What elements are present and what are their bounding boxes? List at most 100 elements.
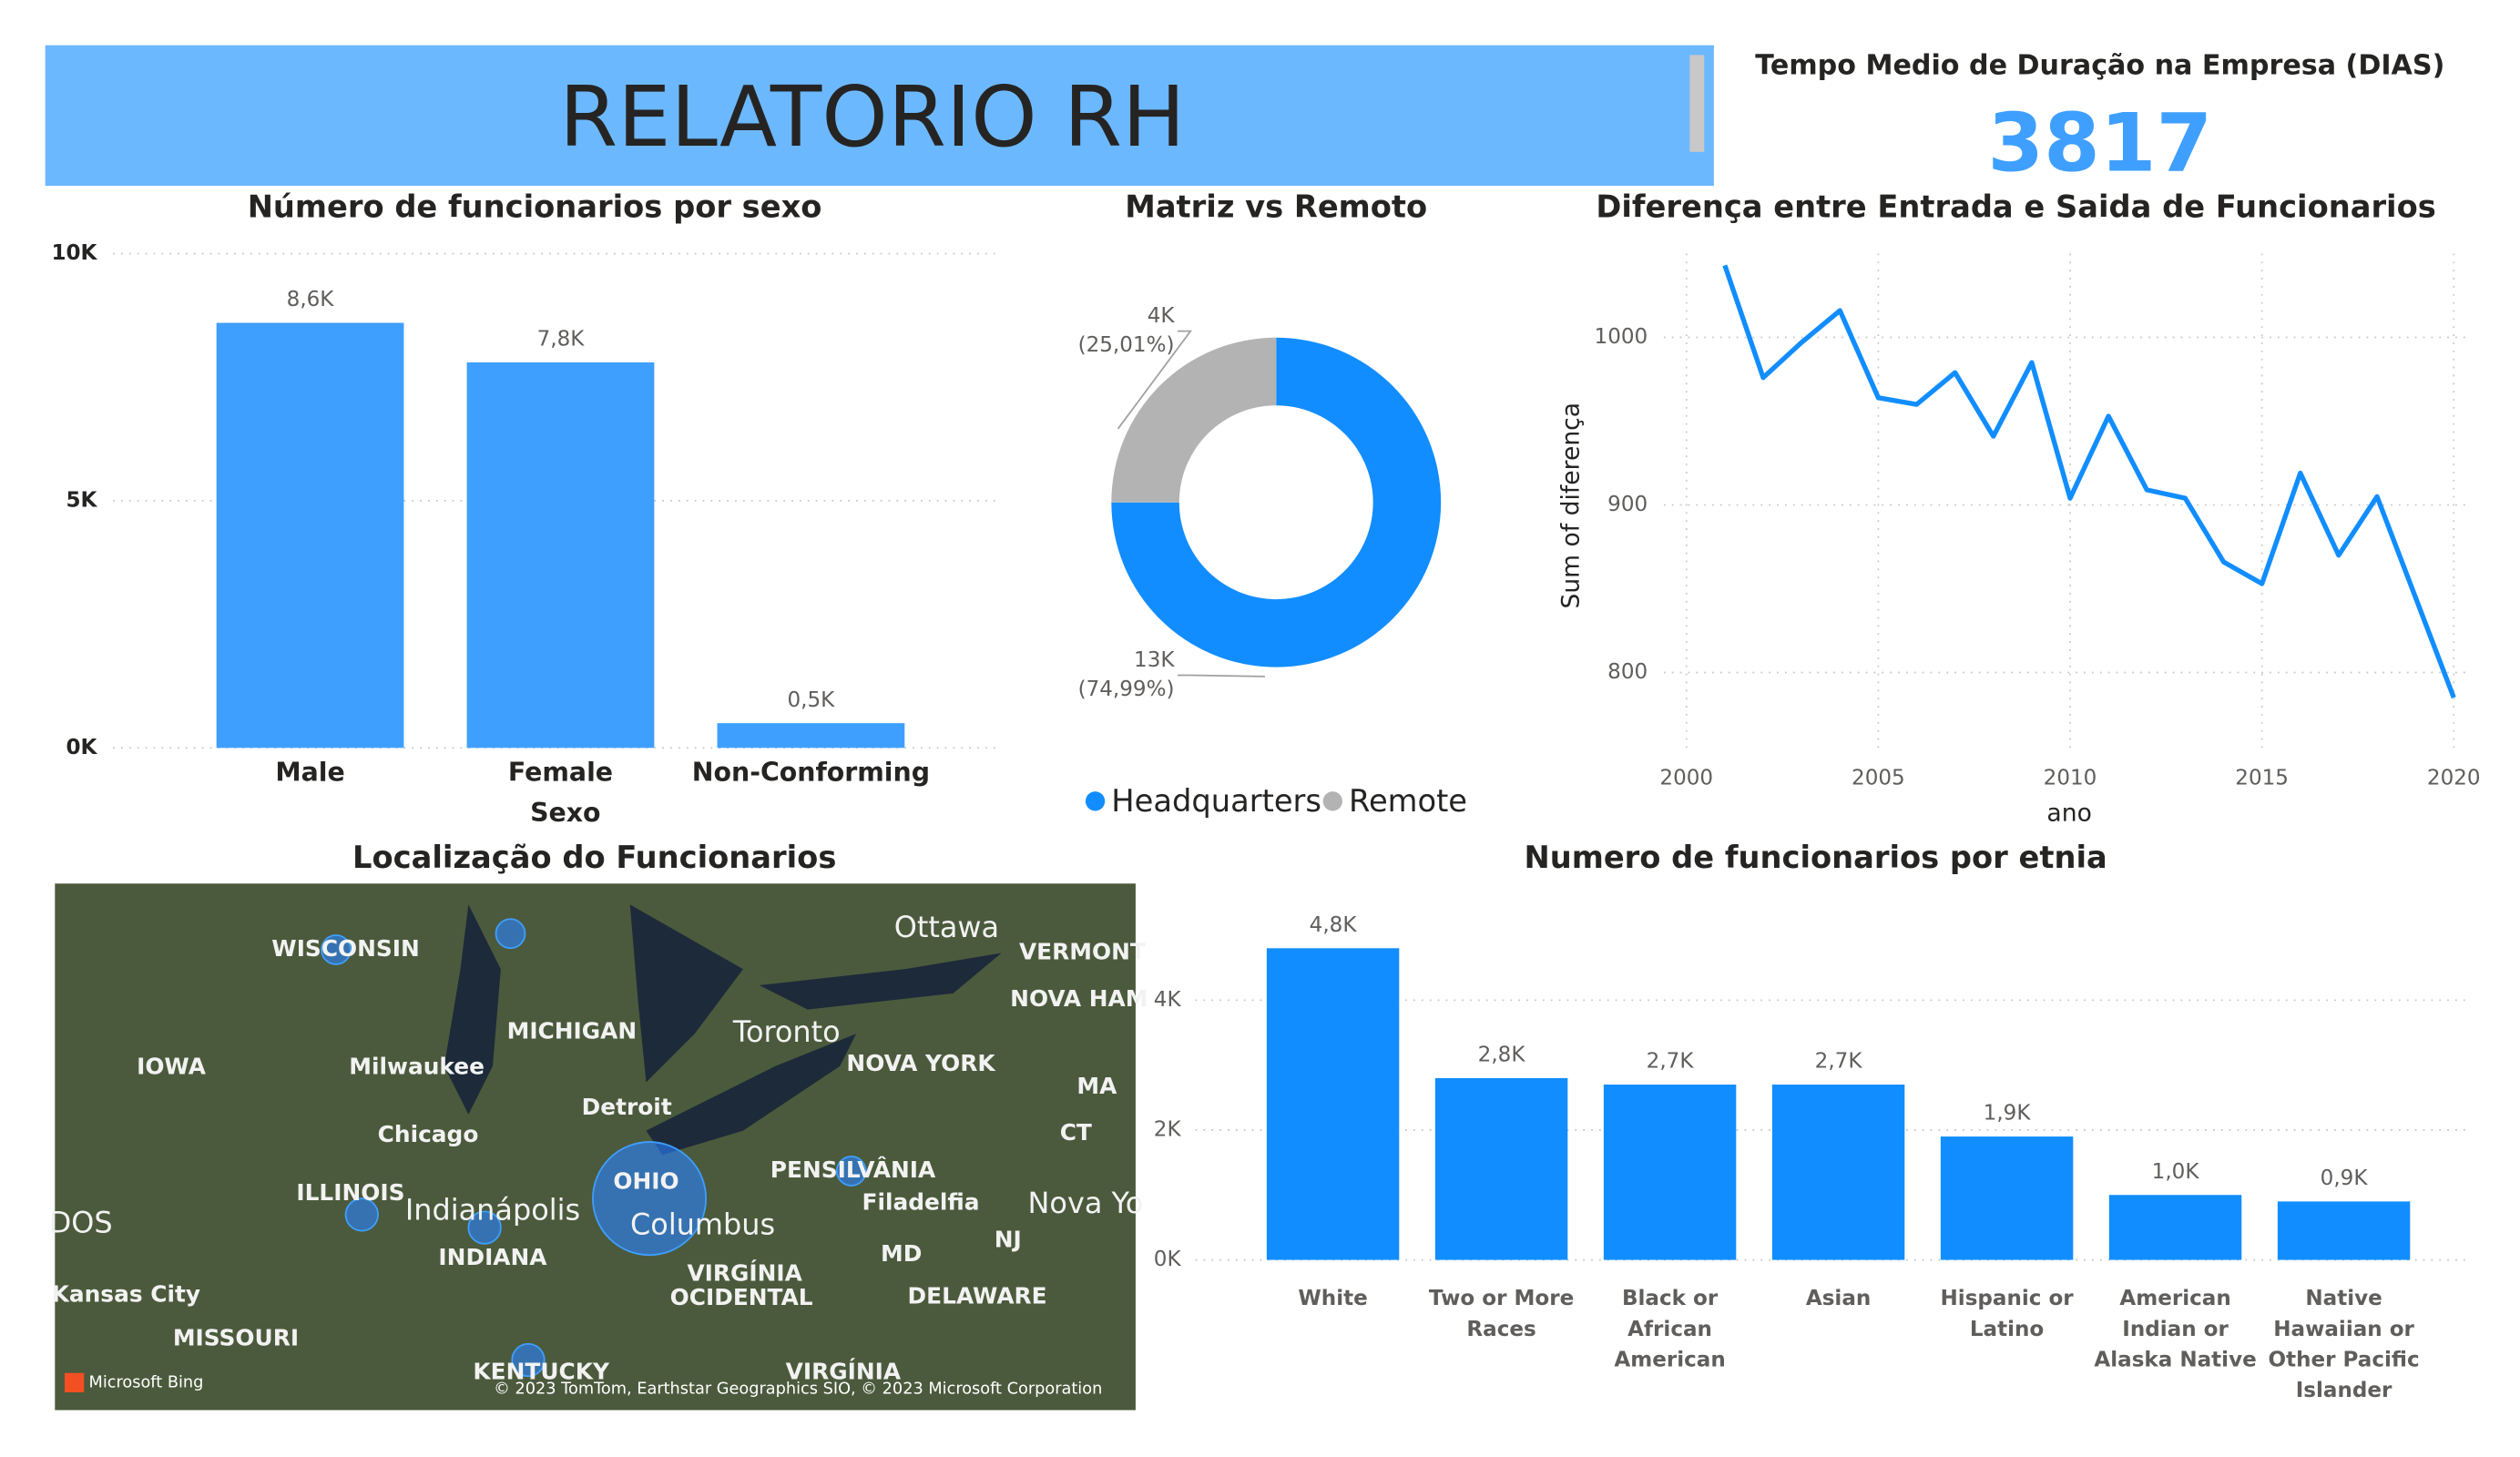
map-label: Indianápolis: [405, 1192, 580, 1227]
chart-title: Diferença entre Entrada e Saida de Funci…: [1596, 188, 2435, 224]
map-label: Ottawa: [894, 910, 999, 944]
map-label: MA: [1076, 1073, 1117, 1099]
y-tick-label: 900: [1607, 493, 1648, 516]
map-bubble: [344, 1197, 379, 1232]
map-label: IOWA: [137, 1053, 207, 1079]
legend-label: Remote: [1349, 783, 1467, 819]
map-label: NOVA HAM: [1010, 985, 1148, 1012]
map-label: Columbus: [630, 1207, 775, 1241]
data-label: 1,9K: [1984, 1102, 2032, 1126]
y-tick-label: 5K: [66, 488, 98, 512]
bing-logo: [64, 1372, 85, 1392]
map-label: Nova Yo: [1028, 1186, 1144, 1220]
map-bubble: [495, 918, 526, 950]
data-label: 2,7K: [1647, 1050, 1695, 1074]
map-label: PENSILVÂNIA: [770, 1156, 936, 1183]
map-label: VIRGÍNIA: [786, 1359, 902, 1385]
data-label: 8,6K: [287, 288, 335, 311]
map-label: VERMONT: [1019, 939, 1146, 965]
map: WISCONSIN MICHIGAN Ottawa VERMONT NOVA HAM To…: [49, 883, 1148, 1411]
y-axis-label: Sum of diferença: [1556, 402, 1585, 609]
map-label: DOS: [49, 1206, 113, 1240]
data-label: 4K: [1148, 304, 1176, 328]
bar: [216, 322, 404, 749]
x-tick-label: 2005: [1852, 766, 1905, 790]
y-tick-label: 4K: [1154, 988, 1182, 1012]
legend-label: Headquarters: [1111, 783, 1321, 819]
x-tick-label: White: [1298, 1287, 1367, 1310]
bar: [1771, 1085, 1905, 1260]
map-bubble: [835, 1156, 867, 1187]
bar: [1940, 1136, 2074, 1260]
x-axis-label: Sexo: [530, 798, 600, 828]
kpi-value: 3817: [1987, 97, 2212, 190]
map-label: MISSOURI: [173, 1324, 299, 1350]
legend-marker: [1322, 791, 1342, 811]
header-title: RELATORIO RH: [559, 67, 1185, 166]
map-label: INDIANA: [438, 1244, 547, 1270]
map-label: OCIDENTAL: [670, 1284, 813, 1310]
map-label: NOVA YORK: [846, 1050, 995, 1076]
data-label: 2,7K: [1815, 1050, 1863, 1074]
y-tick-label: 0K: [66, 736, 98, 759]
data-label: 7,8K: [537, 328, 586, 352]
map-label: Toronto: [732, 1014, 841, 1049]
x-tick-label: Native Hawaiian or Other Pacific Islander: [2268, 1287, 2419, 1402]
data-label: 1,0K: [2152, 1160, 2200, 1184]
map-bubble: [592, 1141, 708, 1257]
y-tick-label: 0K: [1154, 1248, 1182, 1271]
x-tick-label: Asian: [1806, 1287, 1871, 1310]
donut-slice: [1111, 337, 1277, 503]
lake: [646, 1034, 857, 1156]
lake: [629, 904, 743, 1083]
map-label: NJ: [995, 1226, 1022, 1252]
donut-slice: [1111, 337, 1442, 667]
x-tick-label: Non-Conforming: [692, 758, 930, 788]
x-tick-label: 2020: [2427, 766, 2481, 790]
x-tick-label: American Indian or Alaska Native: [2094, 1287, 2256, 1371]
bar: [2277, 1201, 2411, 1260]
map-bubble: [467, 1210, 502, 1245]
bar: [1603, 1085, 1737, 1260]
bar: [717, 723, 905, 749]
map-label: Kansas City: [52, 1281, 200, 1308]
map-copyright: © 2023 TomTom, Earthstar Geographics SIO…: [494, 1380, 1102, 1398]
map-label: MD: [881, 1240, 922, 1267]
map-label: OHIO: [613, 1167, 678, 1194]
x-tick-label: Black or African American: [1614, 1287, 1725, 1371]
y-tick-label: 2K: [1154, 1117, 1182, 1141]
map-label: WISCONSIN: [271, 935, 420, 962]
bar: [1266, 948, 1400, 1260]
x-axis-label: ano: [2046, 800, 2091, 828]
legend-marker: [1085, 791, 1106, 811]
data-label: 2,8K: [1478, 1044, 1526, 1067]
lake: [759, 953, 1002, 1010]
header-bar: [45, 45, 1714, 187]
x-tick-label: Two or More Races: [1429, 1287, 1574, 1341]
y-tick-label: 1000: [1595, 325, 1648, 349]
x-tick-label: 2010: [2044, 766, 2097, 790]
map-bubble: [321, 934, 352, 965]
chart-title: Número de funcionarios por sexo: [248, 188, 822, 224]
map-label: DELAWARE: [908, 1282, 1047, 1309]
x-tick-label: 2000: [1659, 766, 1713, 790]
data-label: (74,99%): [1078, 678, 1175, 701]
data-label: 0,9K: [2321, 1167, 2369, 1190]
chart-title: Localização do Funcionarios: [352, 840, 836, 875]
lake: [444, 904, 501, 1115]
data-label: 0,5K: [788, 688, 836, 712]
leader-line: [1117, 330, 1192, 430]
x-tick-label: 2015: [2235, 766, 2289, 790]
x-tick-label: Hispanic or Latino: [1941, 1287, 2075, 1341]
map-label: CT: [1060, 1119, 1092, 1146]
scrollbar: [1689, 55, 1705, 152]
map-brand: Microsoft Bing: [89, 1373, 204, 1391]
x-tick-label: Male: [275, 758, 344, 788]
map-label: MICHIGAN: [507, 1017, 638, 1044]
data-label: 13K: [1134, 648, 1175, 672]
chart-title: Matriz vs Remoto: [1125, 188, 1427, 224]
bar: [466, 362, 655, 749]
data-label: (25,01%): [1078, 333, 1175, 357]
